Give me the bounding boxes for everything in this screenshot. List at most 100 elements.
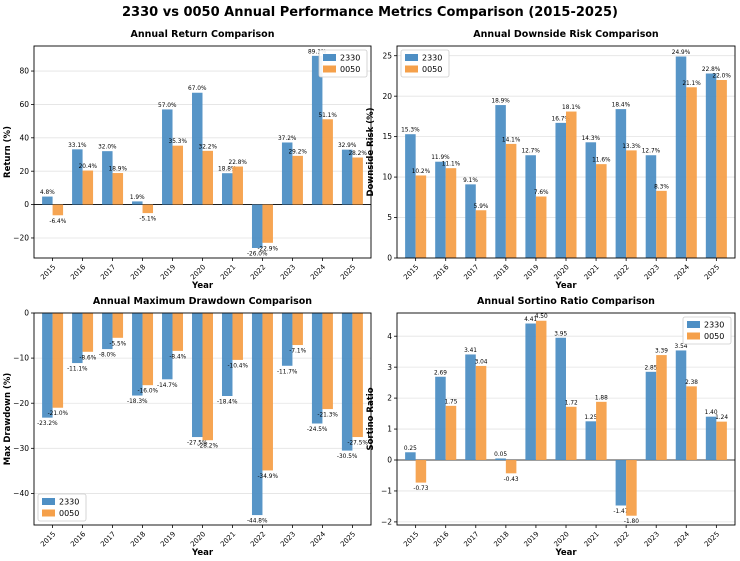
legend: 2330 0050 xyxy=(37,493,87,522)
bar-2330-2019 xyxy=(525,323,536,461)
bar-0050-2023 xyxy=(656,355,667,461)
data-label: 67.0% xyxy=(188,86,207,92)
x-tick-label: 2015 xyxy=(39,530,57,548)
bar-0050-2017 xyxy=(475,210,487,258)
data-label: -21.0% xyxy=(48,411,69,417)
legend-swatch-0050 xyxy=(405,65,418,73)
bar-0050-2015 xyxy=(415,175,427,258)
data-label: -11.1% xyxy=(67,367,88,373)
legend-swatch-0050 xyxy=(42,509,55,517)
bar-2330-2017 xyxy=(102,151,113,205)
data-label: -34.9% xyxy=(257,474,278,480)
data-label: 1.9% xyxy=(130,195,145,201)
x-tick-label: 2020 xyxy=(553,263,571,281)
y-tick-label: −10 xyxy=(13,354,29,363)
bar-0050-2017 xyxy=(112,173,124,205)
x-tick-label: 2024 xyxy=(673,530,692,549)
x-tick-label: 2018 xyxy=(129,263,147,281)
data-label: 2.69 xyxy=(434,370,447,376)
legend-swatch-0050 xyxy=(687,332,700,340)
y-tick-label: 60 xyxy=(19,100,29,109)
x-tick-label: 2020 xyxy=(189,263,207,281)
bar-2330-2017 xyxy=(465,184,476,258)
bar-0050-2018 xyxy=(505,143,517,258)
data-label: -27.5% xyxy=(187,441,208,447)
bar-0050-2025 xyxy=(716,79,727,258)
data-label: -0.43 xyxy=(504,477,519,483)
y-tick-label: 4 xyxy=(387,332,392,341)
bar-2330-2018 xyxy=(132,201,143,205)
bar-2330-2024 xyxy=(311,55,323,205)
legend: 2330 0050 xyxy=(318,49,368,78)
y-tick-label: 40 xyxy=(19,133,29,142)
legend-label-2330: 2330 xyxy=(340,54,360,63)
data-label: -6.4% xyxy=(49,219,66,225)
data-label: -30.5% xyxy=(337,454,358,460)
y-tick-label: 80 xyxy=(19,67,29,76)
x-tick-label: 2020 xyxy=(189,530,207,548)
y-tick-label: 0 xyxy=(24,309,29,318)
bar-2330-2016 xyxy=(72,313,83,364)
data-label: 14.3% xyxy=(582,136,601,142)
data-label: 10.2% xyxy=(412,169,431,175)
bar-2330-2023 xyxy=(645,371,657,461)
x-tick-label: 2023 xyxy=(279,530,297,548)
data-label: -1.47 xyxy=(613,509,628,515)
x-tick-label: 2015 xyxy=(402,530,420,548)
bar-0050-2025 xyxy=(352,157,363,205)
x-tick-label: 2021 xyxy=(219,263,237,281)
bar-0050-2022 xyxy=(626,150,637,258)
bar-2330-2015 xyxy=(42,196,53,205)
y-tick-label: −1 xyxy=(381,487,392,496)
x-tick-label: 2015 xyxy=(39,263,57,281)
data-label: 2.85 xyxy=(644,365,657,371)
bar-0050-2021 xyxy=(596,164,607,258)
data-label: 4.8% xyxy=(40,190,55,196)
bar-2330-2021 xyxy=(585,142,597,258)
data-label: 22.8% xyxy=(702,67,721,73)
data-label: 1.88 xyxy=(595,395,608,401)
legend-label-2330: 2330 xyxy=(59,498,79,507)
data-label: 5.9% xyxy=(474,204,489,210)
x-tick-label: 2021 xyxy=(219,530,237,548)
data-label: -14.7% xyxy=(157,383,178,389)
x-tick-label: 2019 xyxy=(159,263,177,281)
x-tick-label: 2022 xyxy=(249,530,267,548)
y-tick-label: 20 xyxy=(19,167,29,176)
data-label: 57.0% xyxy=(158,103,177,109)
bar-2330-2018 xyxy=(495,105,506,259)
bar-2330-2020 xyxy=(555,337,566,461)
bar-2330-2019 xyxy=(525,155,536,258)
data-label: -22.9% xyxy=(257,246,278,252)
legend-swatch-2330 xyxy=(42,498,55,505)
data-label: -24.5% xyxy=(307,427,328,433)
data-label: -27.5% xyxy=(347,441,368,447)
bar-2330-2018 xyxy=(132,313,143,396)
bar-2330-2024 xyxy=(675,350,687,461)
y-tick-label: 1 xyxy=(387,425,392,434)
legend-label-0050: 0050 xyxy=(422,65,442,74)
legend-swatch-2330 xyxy=(323,54,336,61)
data-label: 3.04 xyxy=(475,359,488,365)
data-label: 1.72 xyxy=(565,400,578,406)
data-label: -10.4% xyxy=(227,363,248,369)
data-label: 32.2% xyxy=(199,144,218,150)
chart-title: Annual Maximum Drawdown Comparison xyxy=(93,296,312,307)
data-label: 29.2% xyxy=(288,149,307,155)
bar-2330-2015 xyxy=(405,452,416,461)
y-tick-label: 15 xyxy=(382,132,392,141)
bar-0050-2017 xyxy=(112,313,124,338)
y-tick-label: −20 xyxy=(13,399,29,408)
x-tick-label: 2017 xyxy=(462,263,480,281)
bar-0050-2015 xyxy=(52,204,64,216)
data-label: 1.25 xyxy=(584,415,597,421)
data-label: -28.2% xyxy=(197,444,218,450)
data-label: 37.2% xyxy=(278,136,297,142)
x-tick-label: 2019 xyxy=(522,530,540,548)
y-axis-label: Downside Risk (%) xyxy=(366,107,376,196)
data-label: 12.7% xyxy=(521,149,540,155)
bar-2330-2025 xyxy=(705,416,717,461)
x-tick-label: 2017 xyxy=(99,530,117,548)
x-tick-label: 2016 xyxy=(432,530,451,549)
x-tick-label: 2023 xyxy=(279,263,297,281)
